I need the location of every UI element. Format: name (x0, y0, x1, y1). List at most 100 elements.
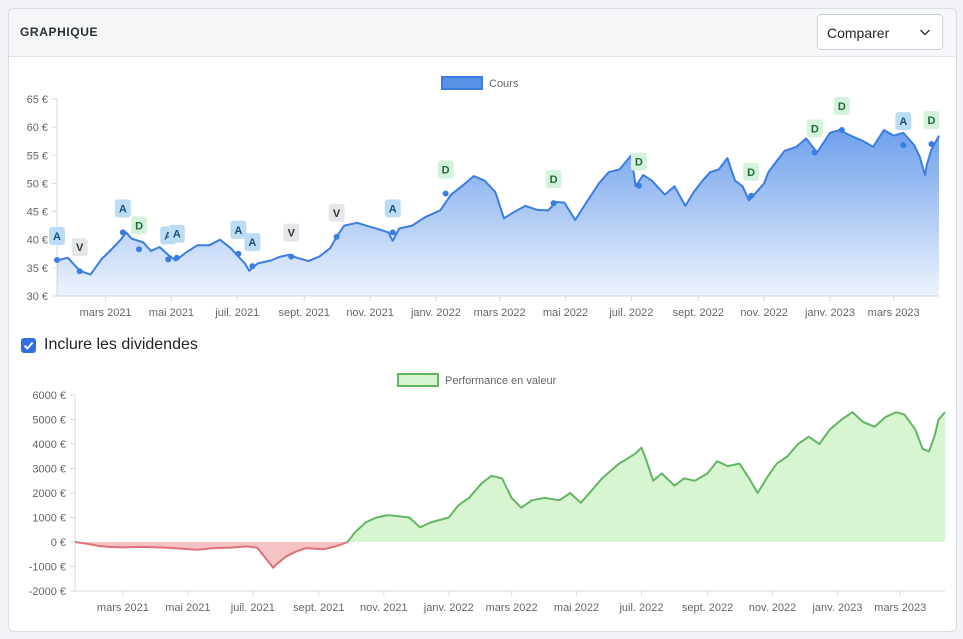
legend-swatch (397, 373, 439, 387)
y-tick-label: 45 € (27, 207, 48, 219)
marker-label: D (135, 220, 143, 232)
dividends-checkbox[interactable] (21, 338, 36, 353)
marker-label: A (53, 231, 61, 243)
trade-marker: A (384, 199, 401, 236)
marker-point (333, 233, 340, 240)
marker-label: D (442, 165, 450, 177)
marker-label: A (234, 225, 242, 237)
trade-marker: D (437, 160, 454, 197)
y-tick-label: -2000 € (29, 586, 66, 598)
marker-point (748, 192, 755, 199)
marker-label: V (76, 242, 84, 254)
marker-badge (131, 216, 148, 235)
price-chart: Cours 30 € 35 € 40 € 45 € 50 € 55 € 60 € 65 € mar… (27, 76, 940, 319)
card-title: GRAPHIQUE (20, 25, 99, 39)
x-tick-label: mars 2022 (486, 602, 538, 614)
x-tick-label: mai 2022 (543, 307, 588, 319)
marker-point (119, 229, 126, 236)
x-tick-label: sept. 2021 (279, 307, 330, 319)
marker-badge (833, 96, 850, 115)
card-header: GRAPHIQUE Comparer (9, 9, 956, 57)
dividends-label: Inclure les dividendes (44, 336, 198, 353)
y-tick-label: 5000 € (32, 415, 66, 427)
x-tick-label: mai 2021 (165, 602, 210, 614)
marker-badge (384, 199, 401, 218)
marker-point (165, 256, 172, 263)
y-tick-label: 60 € (27, 122, 48, 134)
compare-label: Comparer (827, 25, 890, 41)
marker-badge (328, 203, 345, 222)
x-tick-label: nov. 2022 (740, 307, 788, 319)
x-tick-label: mars 2021 (97, 602, 149, 614)
legend: Cours (441, 76, 519, 90)
x-tick-label: mai 2022 (554, 602, 599, 614)
trade-marker: A (244, 233, 261, 270)
marker-label: D (927, 115, 935, 127)
trade-marker: D (131, 216, 148, 253)
y-tick-label: 0 € (51, 537, 66, 549)
trade-marker: D (833, 96, 850, 133)
y-tick-label: 50 € (27, 178, 48, 190)
y-tick-label: 65 € (27, 94, 48, 106)
marker-label: A (164, 230, 172, 242)
trade-marker: A (230, 220, 247, 257)
legend-label: Cours (489, 78, 519, 90)
marker-badge (114, 199, 131, 218)
trade-marker: D (743, 162, 760, 199)
y-tick-label: 55 € (27, 150, 48, 162)
y-tick-label: 35 € (27, 263, 48, 275)
y-tick-label: -1000 € (29, 562, 66, 574)
marker-point (442, 190, 449, 197)
marker-badge (545, 170, 562, 189)
marker-label: D (550, 174, 558, 186)
compare-dropdown[interactable]: Comparer (817, 14, 943, 50)
marker-label: D (811, 123, 819, 135)
y-tick-label: 1000 € (32, 513, 66, 525)
marker-badge (895, 112, 912, 131)
marker-badge (49, 226, 65, 245)
price-line (56, 129, 940, 276)
marker-label: A (899, 116, 907, 128)
marker-point (173, 254, 180, 261)
marker-point (235, 250, 242, 257)
marker-label: A (248, 237, 256, 249)
marker-point (76, 268, 83, 275)
x-tick-label: juil. 2022 (618, 602, 663, 614)
marker-point (54, 256, 60, 263)
marker-badge (244, 233, 261, 252)
y-tick-label: 30 € (27, 291, 48, 303)
marker-label: A (173, 229, 181, 241)
y-tick-label: 6000 € (32, 390, 66, 402)
trade-marker: D (630, 152, 647, 189)
marker-label: V (333, 208, 341, 220)
marker-label: D (838, 101, 846, 113)
trade-marker: D (806, 119, 823, 156)
marker-badge (283, 223, 300, 242)
x-tick-label: sept. 2021 (293, 602, 344, 614)
marker-point (900, 142, 907, 149)
trade-marker: D (923, 111, 940, 148)
x-tick-label: mars 2023 (874, 602, 926, 614)
marker-point (811, 149, 818, 156)
chart-card: GRAPHIQUE Comparer Cours 30 € 35 € 40 € 45 €… (8, 8, 957, 632)
x-tick-label: juil. 2021 (214, 307, 259, 319)
marker-badge (437, 160, 454, 179)
trade-marker: A (168, 224, 185, 261)
marker-badge (806, 119, 823, 138)
marker-badge (743, 162, 760, 181)
marker-label: D (635, 157, 643, 169)
x-tick-label: mars 2022 (474, 307, 526, 319)
trade-marker: A (895, 112, 912, 149)
marker-point (635, 182, 642, 189)
x-tick-label: juil. 2021 (230, 602, 275, 614)
performance-chart: Performance en valeur -2000 € -1000 € 0 € 10… (29, 373, 946, 614)
y-tick-label: 2000 € (32, 488, 66, 500)
gain-line (75, 411, 946, 542)
x-tick-label: sept. 2022 (673, 307, 724, 319)
x-tick-label: juil. 2022 (608, 307, 653, 319)
check-icon (23, 341, 34, 350)
y-tick-label: 3000 € (32, 464, 66, 476)
marker-badge (168, 224, 185, 243)
marker-point (838, 126, 845, 133)
x-tick-label: janv. 2023 (804, 307, 855, 319)
